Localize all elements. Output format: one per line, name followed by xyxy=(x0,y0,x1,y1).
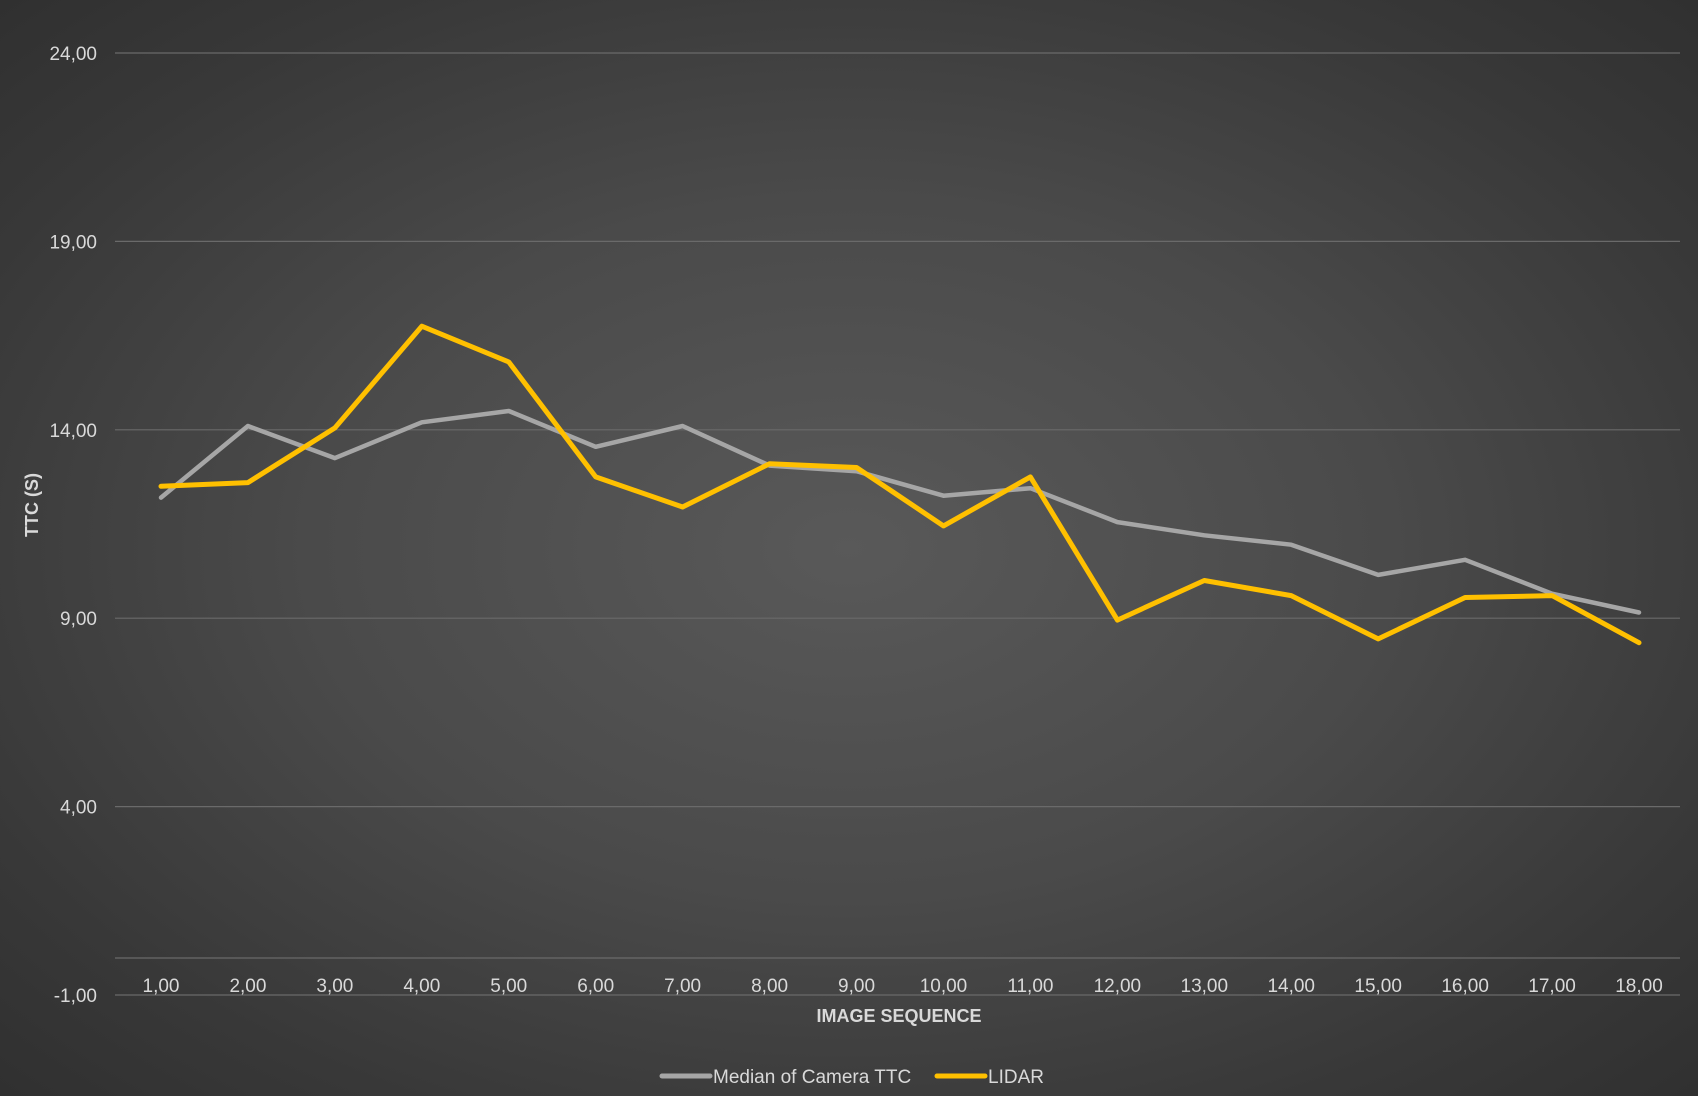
y-tick-label: 9,00 xyxy=(60,609,97,630)
x-axis-title: IMAGE SEQUENCE xyxy=(816,1006,981,1026)
legend-item-lidar: LIDAR xyxy=(934,1067,1044,1088)
x-tick-label: 10,00 xyxy=(920,976,968,997)
x-tick-label: 16,00 xyxy=(1441,976,1489,997)
y-tick-label: -1,00 xyxy=(54,986,97,1007)
y-tick-label: 14,00 xyxy=(49,421,97,442)
y-tick-label: 4,00 xyxy=(60,798,97,819)
series-line-lidar xyxy=(158,323,1642,646)
legend-label: Median of Camera TTC xyxy=(713,1067,911,1088)
y-axis-tick-labels: -1,00 4,00 9,00 14,00 19,00 24,00 xyxy=(49,44,97,1007)
y-tick-label: 24,00 xyxy=(49,44,97,65)
legend-label: LIDAR xyxy=(988,1067,1044,1088)
x-tick-label: 3,00 xyxy=(316,976,353,997)
series-line-camera-ttc xyxy=(158,408,1642,615)
x-tick-label: 17,00 xyxy=(1528,976,1576,997)
x-tick-label: 6,00 xyxy=(577,976,614,997)
x-tick-label: 5,00 xyxy=(490,976,527,997)
series-lines xyxy=(158,323,1642,646)
y-tick-label: 19,00 xyxy=(49,232,97,253)
x-tick-label: 14,00 xyxy=(1267,976,1315,997)
legend-item-camera-ttc: Median of Camera TTC xyxy=(659,1067,911,1088)
x-tick-label: 2,00 xyxy=(229,976,266,997)
y-axis-title: TTC (S) xyxy=(22,473,42,537)
x-tick-label: 11,00 xyxy=(1007,976,1053,997)
x-tick-label: 9,00 xyxy=(838,976,875,997)
legend: Median of Camera TTC LIDAR xyxy=(659,1067,1044,1088)
x-tick-label: 12,00 xyxy=(1094,976,1142,997)
x-tick-label: 7,00 xyxy=(664,976,701,997)
gridlines xyxy=(115,52,1680,996)
x-tick-label: 8,00 xyxy=(751,976,788,997)
x-tick-label: 1,00 xyxy=(143,976,180,997)
x-tick-label: 13,00 xyxy=(1181,976,1229,997)
x-tick-label: 4,00 xyxy=(403,976,440,997)
x-tick-label: 18,00 xyxy=(1615,976,1663,997)
x-tick-label: 15,00 xyxy=(1354,976,1402,997)
x-axis-tick-labels: 1,00 2,00 3,00 4,00 5,00 6,00 7,00 8,00 9,00 10,0… xyxy=(143,976,1663,997)
